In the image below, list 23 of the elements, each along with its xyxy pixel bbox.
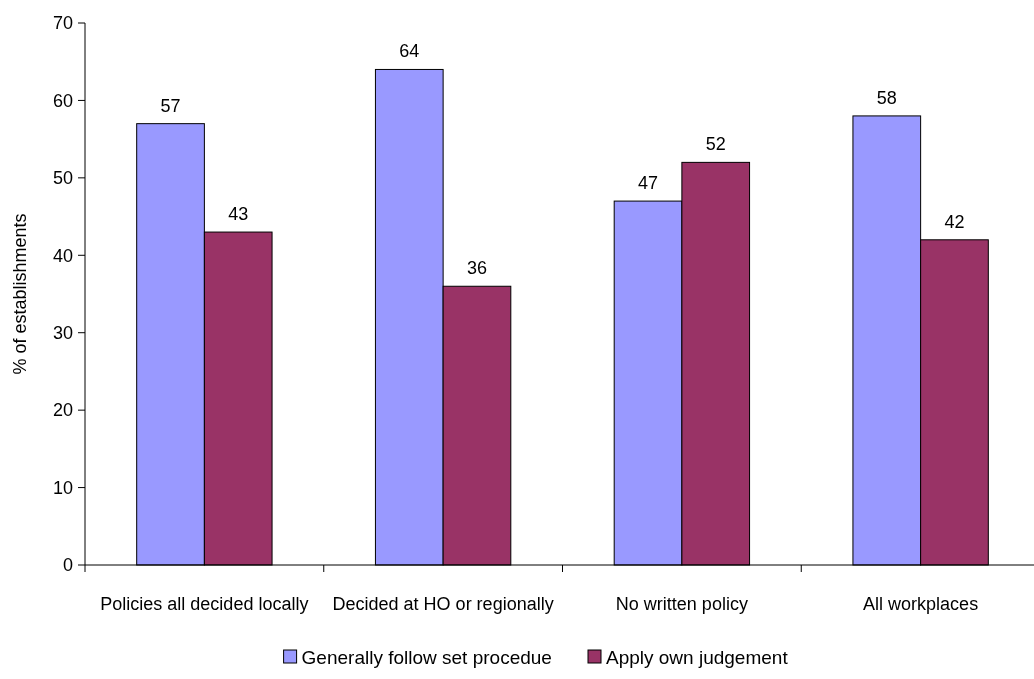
x-tick-label: Policies all decided locally	[100, 594, 309, 614]
legend-label: Apply own judgement	[606, 647, 789, 668]
y-tick-label: 50	[52, 168, 73, 189]
data-label: 58	[876, 87, 897, 108]
data-label: 64	[399, 41, 420, 62]
y-tick-label: 60	[52, 90, 73, 111]
x-tick-label: No written policy	[615, 594, 748, 614]
legend-label: Generally follow set procedue	[301, 647, 552, 668]
y-tick-label: 0	[62, 555, 73, 576]
y-axis-title: % of establishments	[10, 213, 30, 375]
y-tick-label: 70	[52, 13, 73, 34]
data-label: 52	[705, 134, 726, 155]
data-label: 43	[228, 204, 249, 225]
x-tick-label: Decided at HO or regionally	[332, 594, 554, 614]
x-tick-label: All workplaces	[863, 594, 979, 614]
y-tick-label: 30	[52, 323, 73, 344]
data-label: 36	[466, 258, 487, 279]
y-tick-label: 10	[52, 477, 73, 498]
y-tick-label: 20	[52, 400, 73, 421]
data-label: 47	[638, 173, 659, 194]
data-label: 42	[944, 211, 965, 232]
data-label: 57	[160, 95, 181, 116]
y-tick-label: 40	[52, 245, 73, 266]
